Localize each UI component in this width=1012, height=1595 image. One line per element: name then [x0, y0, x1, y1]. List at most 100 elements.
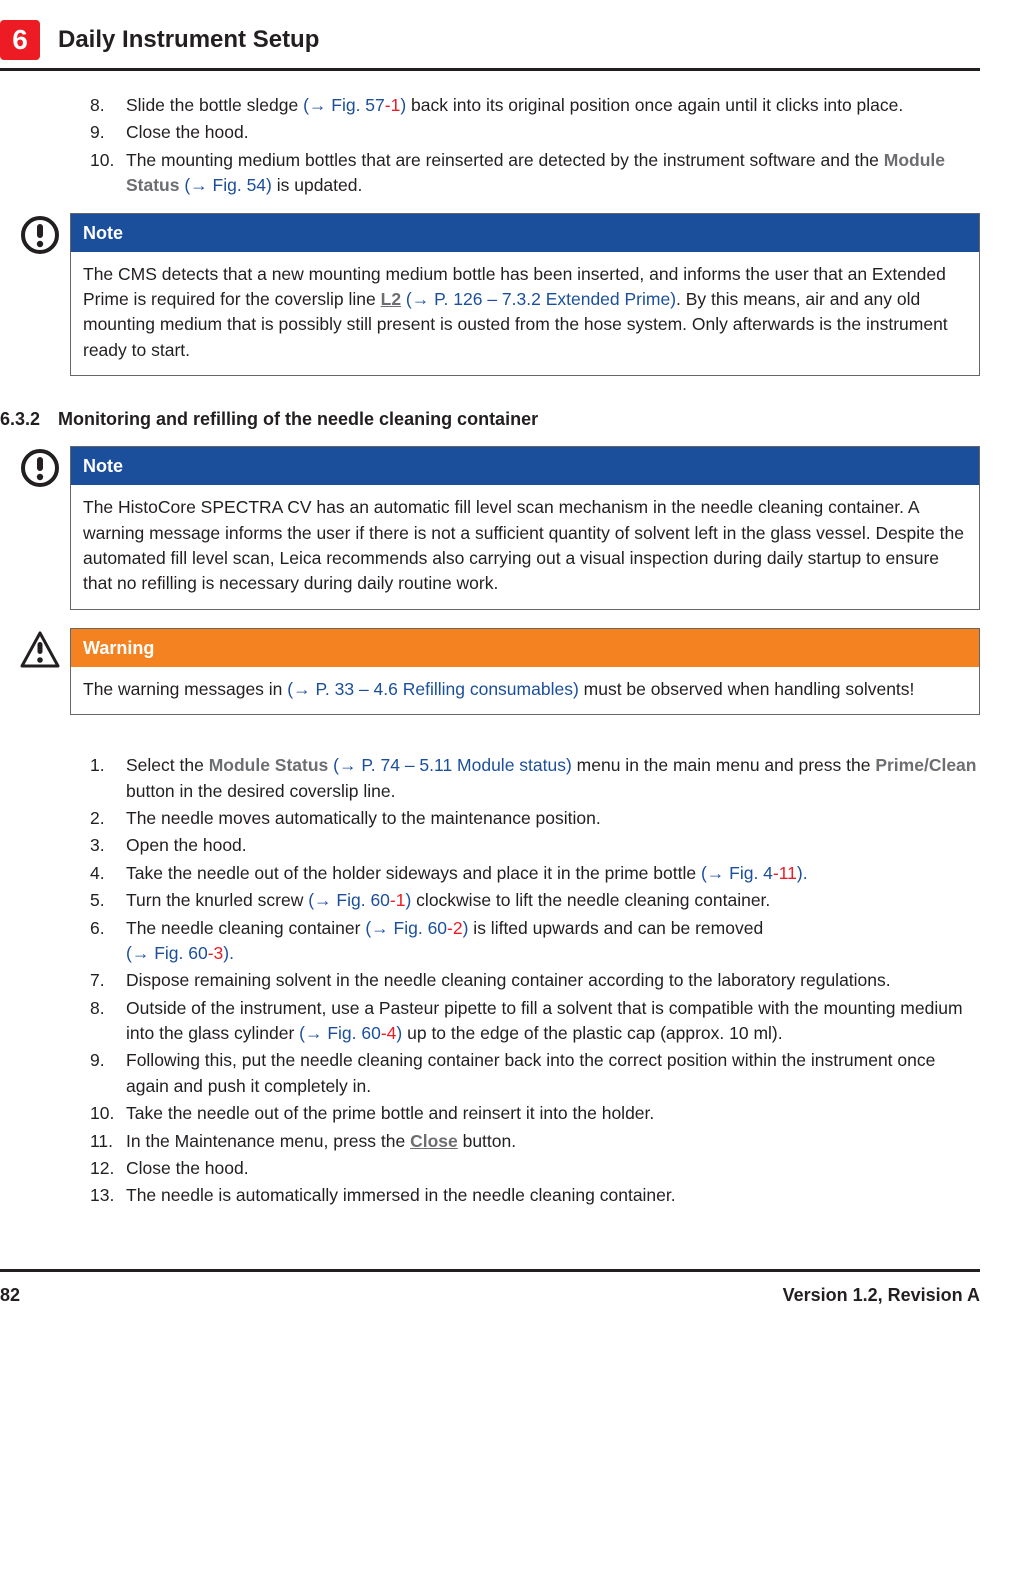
step-number: 4. [90, 861, 105, 886]
page-header: 6 Daily Instrument Setup [0, 20, 980, 60]
section-title: Monitoring and refilling of the needle c… [58, 406, 538, 432]
warning-pre: The warning messages in [83, 679, 287, 699]
page-ref[interactable]: (→ P. 126 – 7.3.2 Extended Prime) [401, 289, 676, 309]
step-text: In the Maintenance menu, press the [126, 1131, 410, 1151]
step-text-post: back into its original position once aga… [406, 95, 903, 115]
fig-ref-close-2: ). [223, 943, 234, 963]
page-footer: 82 Version 1.2, Revision A [0, 1269, 980, 1308]
step-text: The needle cleaning container [126, 918, 365, 938]
section-heading: 6.3.2 Monitoring and refilling of the ne… [0, 406, 980, 432]
step-text: Close the hood. [126, 122, 249, 142]
close-button-term: Close [410, 1131, 458, 1151]
step-text: Select the [126, 755, 209, 775]
fig-ref[interactable]: (→ Fig. 60 [299, 1023, 381, 1043]
fig-ref[interactable]: (→ Fig. 57 [303, 95, 385, 115]
step-text: The mounting medium bottles that are rei… [126, 150, 884, 170]
note-icon [20, 215, 60, 255]
fig-ref-close: ). [797, 863, 808, 883]
version-label: Version 1.2, Revision A [783, 1282, 980, 1308]
step-11: 11. In the Maintenance menu, press the C… [90, 1129, 980, 1154]
chapter-number-badge: 6 [0, 20, 40, 60]
note-body: The HistoCore SPECTRA CV has an automati… [71, 485, 979, 609]
step-text-post: button. [458, 1131, 516, 1151]
step-text-post: button in the desired coverslip line. [126, 781, 395, 801]
warning-title: Warning [71, 629, 979, 667]
step-text: Slide the bottle sledge [126, 95, 303, 115]
step-text-mid: is lifted upwards and can be removed [468, 918, 763, 938]
l2-link[interactable]: L2 [381, 289, 401, 309]
fig-ref-num-2: -3 [208, 943, 224, 963]
step-1: 1. Select the Module Status (→ P. 74 – 5… [90, 753, 980, 804]
step-text: Dispose remaining solvent in the needle … [126, 970, 891, 990]
step-9b: 9. Following this, put the needle cleani… [90, 1048, 980, 1099]
step-number: 1. [90, 753, 105, 778]
step-number: 6. [90, 916, 105, 941]
step-10b: 10. Take the needle out of the prime bot… [90, 1101, 980, 1126]
fig-ref[interactable]: (→ Fig. 60 [308, 890, 390, 910]
step-text: Take the needle out of the prime bottle … [126, 1103, 654, 1123]
warning-body: The warning messages in (→ P. 33 – 4.6 R… [71, 667, 979, 714]
prime-clean-term: Prime/Clean [875, 755, 976, 775]
step-text: Open the hood. [126, 835, 247, 855]
note-body: The CMS detects that a new mounting medi… [71, 252, 979, 376]
step-text-post: up to the edge of the plastic cap (appro… [402, 1023, 782, 1043]
note-title: Note [71, 214, 979, 252]
step-number: 2. [90, 806, 105, 831]
note-callout-1: Note The CMS detects that a new mounting… [20, 213, 980, 377]
chapter-title: Daily Instrument Setup [58, 23, 319, 58]
step-text: The needle is automatically immersed in … [126, 1185, 676, 1205]
fig-ref[interactable]: (→ Fig. 4 [701, 863, 773, 883]
warning-callout: Warning The warning messages in (→ P. 33… [20, 628, 980, 715]
step-8: 8. Slide the bottle sledge (→ Fig. 57-1)… [90, 93, 980, 118]
step-text-post: is updated. [272, 175, 362, 195]
step-text: Close the hood. [126, 1158, 249, 1178]
step-number: 11. [90, 1129, 113, 1154]
page-number: 82 [0, 1282, 20, 1308]
step-5: 5. Turn the knurled screw (→ Fig. 60-1) … [90, 888, 980, 913]
step-12: 12. Close the hood. [90, 1156, 980, 1181]
step-number: 9. [90, 1048, 105, 1073]
step-number: 10. [90, 148, 114, 173]
fig-ref[interactable]: (→ Fig. 54) [179, 175, 271, 195]
fig-ref-num: -11 [773, 863, 797, 883]
step-number: 10. [90, 1101, 114, 1126]
step-text: Following this, put the needle cleaning … [126, 1050, 935, 1095]
step-4: 4. Take the needle out of the holder sid… [90, 861, 980, 886]
fig-ref-num: 1 [391, 95, 401, 115]
step-number: 8. [90, 996, 105, 1021]
step-3: 3. Open the hood. [90, 833, 980, 858]
fig-ref-num: -4 [381, 1023, 397, 1043]
step-6: 6. The needle cleaning container (→ Fig.… [90, 916, 980, 967]
step-number: 8. [90, 93, 105, 118]
step-number: 3. [90, 833, 105, 858]
step-text: Take the needle out of the holder sidewa… [126, 863, 701, 883]
step-10: 10. The mounting medium bottles that are… [90, 148, 980, 199]
step-13: 13. The needle is automatically immersed… [90, 1183, 980, 1208]
top-step-list: 8. Slide the bottle sledge (→ Fig. 57-1)… [20, 93, 980, 199]
fig-ref-num: -2 [447, 918, 463, 938]
step-9: 9. Close the hood. [90, 120, 980, 145]
step-number: 7. [90, 968, 105, 993]
fig-ref-2[interactable]: (→ Fig. 60 [126, 943, 208, 963]
step-text: The needle moves automatically to the ma… [126, 808, 601, 828]
fig-ref[interactable]: (→ Fig. 60 [365, 918, 447, 938]
step-number: 9. [90, 120, 105, 145]
step-text-post: clockwise to lift the needle cleaning co… [411, 890, 770, 910]
step-8b: 8. Outside of the instrument, use a Past… [90, 996, 980, 1047]
warning-icon [20, 630, 60, 670]
step-number: 12. [90, 1156, 114, 1181]
note-icon [20, 448, 60, 488]
step-7: 7. Dispose remaining solvent in the need… [90, 968, 980, 993]
note-callout-2: Note The HistoCore SPECTRA CV has an aut… [20, 446, 980, 610]
note-title: Note [71, 447, 979, 485]
step-number: 13. [90, 1183, 114, 1208]
header-divider [0, 68, 980, 71]
module-status-term: Module Status [209, 755, 329, 775]
fig-ref-num: -1 [390, 890, 406, 910]
page-ref[interactable]: (→ P. 33 – 4.6 Refilling consumables) [287, 679, 579, 699]
warning-post: must be observed when handling solvents! [579, 679, 915, 699]
page-ref[interactable]: (→ P. 74 – 5.11 Module status) [328, 755, 572, 775]
procedure-step-list: 1. Select the Module Status (→ P. 74 – 5… [20, 753, 980, 1208]
step-number: 5. [90, 888, 105, 913]
step-text-mid: menu in the main menu and press the [572, 755, 876, 775]
